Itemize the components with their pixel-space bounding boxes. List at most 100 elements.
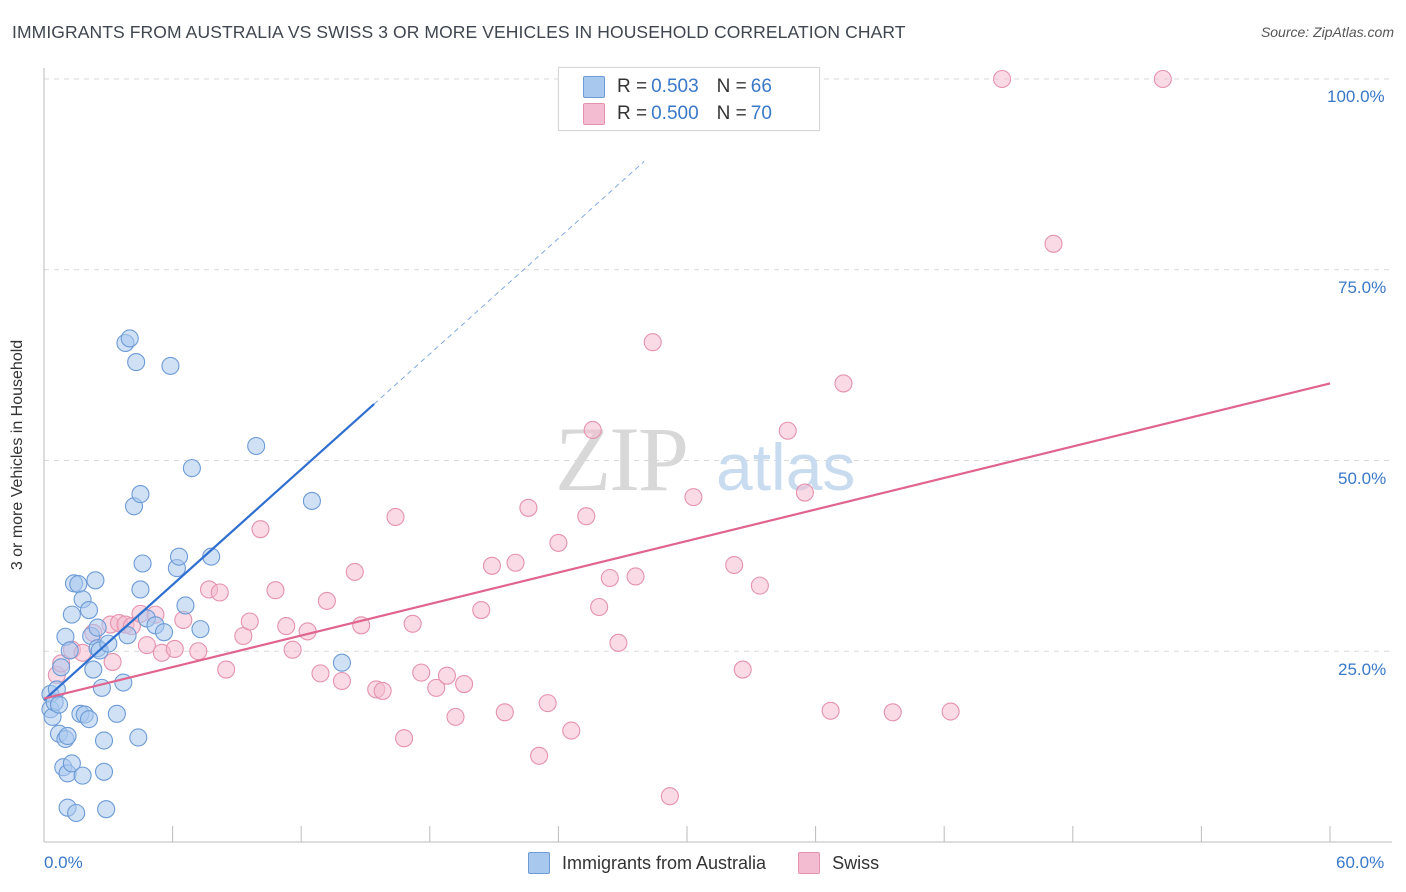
swiss-point <box>684 488 703 507</box>
legend-r-label: R = <box>617 76 648 97</box>
australia-point <box>94 731 114 750</box>
australia-point <box>129 728 148 747</box>
swiss-point <box>345 562 364 581</box>
swiss-point <box>240 612 259 631</box>
swiss-point <box>266 581 285 600</box>
swiss-point <box>626 567 645 586</box>
australia-point <box>97 800 116 819</box>
australia-point <box>60 641 79 660</box>
australia-trend-line <box>43 403 375 701</box>
x-tick-label-min: 0.0% <box>44 853 83 872</box>
swiss-point <box>583 420 602 440</box>
australia-point <box>73 766 92 785</box>
swiss-point <box>403 614 422 633</box>
legend-swatch-blue <box>528 852 550 874</box>
swiss-point <box>446 707 465 726</box>
swiss-point <box>562 721 581 740</box>
swiss-point <box>590 597 609 617</box>
swiss-point <box>577 507 596 526</box>
australia-point <box>176 596 195 615</box>
swiss-point <box>660 787 679 806</box>
swiss-point <box>549 533 568 552</box>
legend-item-swiss: Swiss <box>798 852 879 874</box>
swiss-point <box>427 678 446 697</box>
swiss-point <box>778 421 797 440</box>
swiss-point <box>519 498 538 517</box>
australia-point <box>62 605 81 624</box>
australia-point <box>86 571 105 590</box>
watermark-zip: ZIP <box>555 408 687 510</box>
swiss-point <box>993 69 1012 89</box>
australia-point <box>62 754 81 773</box>
trend-lines <box>43 161 1331 701</box>
swiss-point <box>1153 69 1172 89</box>
swiss-point <box>210 583 229 602</box>
series-legend: Immigrants from Australia Swiss <box>528 852 911 874</box>
legend-row-australia: R = 0.503 N = 66 <box>583 75 772 99</box>
swiss-point <box>189 642 208 661</box>
australia-point <box>94 762 114 781</box>
australia-point <box>133 554 152 573</box>
source-label: Source: ZipAtlas.com <box>1260 24 1394 40</box>
swiss-point <box>412 663 431 682</box>
australia-point <box>161 356 180 375</box>
swiss-point <box>733 660 752 679</box>
legend-r-label: R = <box>617 103 648 124</box>
y-tick-label-100: 100.0% <box>1327 87 1385 106</box>
swiss-point <box>795 483 814 502</box>
legend-n-label: N = <box>716 103 747 124</box>
australia-point <box>52 658 71 677</box>
australia-point <box>69 575 88 594</box>
swiss-point <box>217 660 236 679</box>
swiss-point <box>251 520 270 539</box>
swiss-point <box>643 333 662 352</box>
australia-point <box>84 660 103 679</box>
australia-point <box>131 580 150 599</box>
australia-point <box>88 618 107 637</box>
swiss-point <box>750 576 769 595</box>
swiss-series <box>47 69 1172 806</box>
swiss-point <box>530 746 549 765</box>
australia-point <box>49 695 69 714</box>
legend-r-value: 0.500 <box>651 103 699 124</box>
australia-point <box>79 600 99 620</box>
swiss-point <box>506 553 525 572</box>
y-tick-label-75: 75.0% <box>1338 278 1387 297</box>
stats-legend: R = 0.503 N = 66 R = 0.500 N = 70 <box>558 67 820 131</box>
y-tick-label-50: 50.0% <box>1338 469 1387 488</box>
swiss-point <box>311 664 330 683</box>
y-tick-label-25: 25.0% <box>1338 660 1387 679</box>
australia-point <box>120 329 139 348</box>
swiss-point <box>834 374 853 393</box>
swiss-point <box>821 701 840 720</box>
watermark-atlas: atlas <box>716 430 855 504</box>
australia-point <box>182 459 201 478</box>
australia-point <box>67 803 86 823</box>
swiss-point <box>437 666 456 685</box>
swiss-point <box>137 636 156 655</box>
australia-point <box>169 547 189 566</box>
y-axis-label: 3 or more Vehicles in Household <box>9 339 26 571</box>
swiss-point <box>941 702 960 721</box>
swiss-point <box>609 633 628 652</box>
swiss-point <box>883 703 902 722</box>
australia-point <box>131 485 150 504</box>
swiss-point <box>332 671 351 691</box>
swiss-point <box>725 555 744 575</box>
legend-n-value: 70 <box>750 103 772 124</box>
australia-point <box>58 726 77 745</box>
swiss-point <box>455 675 474 694</box>
legend-swatch-blue <box>583 76 605 98</box>
swiss-point <box>482 556 502 575</box>
x-tick-label-max: 60.0% <box>1336 853 1385 872</box>
legend-r-value: 0.503 <box>651 76 699 97</box>
chart-title: IMMIGRANTS FROM AUSTRALIA VS SWISS 3 OR … <box>12 22 906 42</box>
legend-swatch-pink <box>798 852 821 874</box>
legend-label-swiss: Swiss <box>832 852 880 873</box>
swiss-point <box>103 652 122 671</box>
watermark: ZIP atlas <box>555 408 855 510</box>
australia-point <box>332 653 351 672</box>
legend-row-swiss: R = 0.500 N = 70 <box>583 102 772 126</box>
legend-n-value: 66 <box>750 76 772 97</box>
swiss-point <box>373 681 392 700</box>
